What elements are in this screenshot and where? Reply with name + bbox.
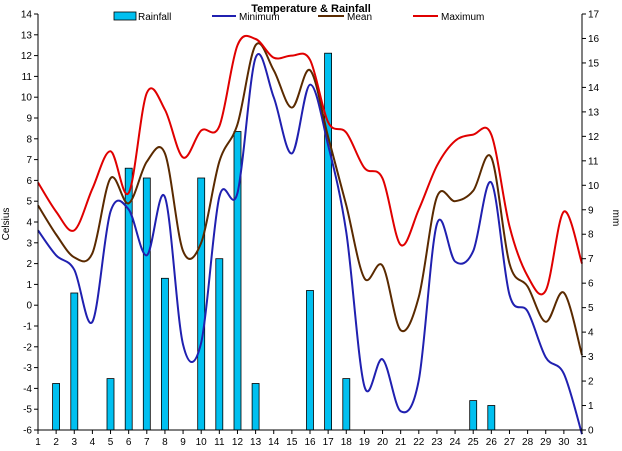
x-tick-label: 10	[196, 437, 208, 448]
series-line-minimum	[37, 53, 583, 435]
x-tick-label: 1	[35, 437, 41, 448]
axes	[34, 13, 586, 434]
y-axis-left-label: Celsius	[1, 208, 12, 241]
y-right-tick-label: 4	[588, 328, 594, 339]
rainfall-bar-day-5	[106, 378, 115, 431]
y-right-tick-label: 14	[588, 83, 600, 94]
rainfall-bar-day-18	[342, 378, 351, 431]
y-left-tick-label: -3	[23, 363, 32, 374]
x-tick-label: 28	[522, 437, 534, 448]
x-tick-label: 8	[162, 437, 168, 448]
x-tick-label: 2	[53, 437, 59, 448]
x-tick-label: 9	[180, 437, 186, 448]
legend-rainfall-label: Rainfall	[138, 12, 171, 23]
y-left-tick-label: 9	[26, 114, 32, 125]
series-line-maximum	[37, 34, 583, 296]
x-tick-label: 19	[359, 437, 371, 448]
x-tick-label: 24	[450, 437, 462, 448]
x-tick-label: 3	[71, 437, 77, 448]
x-tick-label: 21	[395, 437, 407, 448]
rainfall-bar-day-8	[160, 277, 169, 431]
legend-maximum-label: Maximum	[441, 12, 484, 23]
y-right-tick-label: 0	[588, 426, 594, 437]
y-right-tick-label: 5	[588, 303, 594, 314]
legend-minimum-label: Minimum	[239, 12, 280, 23]
tick-labels: -6-5-4-3-2-10123456789101112131401234567…	[21, 10, 600, 449]
x-tick-label: 12	[232, 437, 244, 448]
x-tick-label: 22	[413, 437, 425, 448]
x-tick-label: 20	[377, 437, 389, 448]
x-tick-label: 13	[250, 437, 262, 448]
legend-mean-label: Mean	[347, 12, 372, 23]
y-right-tick-label: 1	[588, 401, 594, 412]
y-left-tick-label: 5	[26, 197, 32, 208]
x-tick-label: 5	[108, 437, 114, 448]
y-left-tick-label: -2	[23, 342, 32, 353]
y-axis-right-label: mm	[610, 210, 621, 227]
x-tick-label: 16	[304, 437, 316, 448]
x-tick-label: 6	[126, 437, 132, 448]
y-left-tick-label: 0	[26, 301, 32, 312]
y-right-tick-label: 16	[588, 34, 600, 45]
y-left-tick-label: 4	[26, 218, 32, 229]
x-tick-label: 27	[504, 437, 516, 448]
y-left-tick-label: 3	[26, 238, 32, 249]
x-tick-label: 30	[558, 437, 570, 448]
x-tick-label: 7	[144, 437, 150, 448]
rainfall-bar-day-17	[324, 52, 333, 431]
y-left-tick-label: 2	[26, 259, 32, 270]
y-right-tick-label: 6	[588, 279, 594, 290]
y-right-tick-label: 15	[588, 58, 600, 69]
rainfall-bar-day-26	[487, 405, 496, 431]
y-left-tick-label: 6	[26, 176, 32, 187]
y-left-tick-label: 10	[21, 93, 33, 104]
y-right-tick-label: 17	[588, 10, 600, 21]
y-right-tick-label: 7	[588, 254, 594, 265]
rainfall-bar-day-7	[142, 177, 151, 431]
y-right-tick-label: 13	[588, 107, 600, 118]
rainfall-bar-day-10	[197, 177, 206, 431]
x-tick-label: 15	[286, 437, 298, 448]
x-tick-label: 11	[214, 437, 225, 448]
y-left-tick-label: 11	[22, 72, 33, 83]
x-tick-label: 31	[576, 437, 588, 448]
series-line-mean	[37, 42, 583, 356]
y-right-tick-label: 12	[588, 132, 600, 143]
x-tick-label: 25	[468, 437, 480, 448]
y-left-tick-label: 1	[26, 280, 32, 291]
x-tick-label: 23	[431, 437, 443, 448]
y-left-tick-label: 13	[21, 30, 33, 41]
x-tick-label: 29	[540, 437, 552, 448]
y-left-tick-label: -5	[23, 405, 32, 416]
y-left-tick-label: 12	[21, 51, 33, 62]
rainfall-bar-day-16	[306, 290, 314, 431]
rainfall-bar-day-13	[251, 383, 260, 431]
y-right-tick-label: 2	[588, 377, 594, 388]
y-left-tick-label: -4	[23, 384, 32, 395]
rainfall-bar-day-25	[469, 400, 478, 431]
y-left-tick-label: 14	[21, 10, 33, 21]
x-tick-label: 26	[486, 437, 498, 448]
temperature-lines	[37, 34, 583, 435]
y-left-tick-label: 7	[26, 155, 32, 166]
chart-title: Temperature & Rainfall	[251, 3, 371, 15]
x-tick-label: 17	[323, 437, 335, 448]
y-right-tick-label: 11	[588, 156, 599, 167]
rainfall-bar-day-3	[70, 292, 79, 431]
y-right-tick-label: 10	[588, 181, 600, 192]
y-left-tick-label: 8	[26, 134, 32, 145]
x-tick-label: 4	[90, 437, 96, 448]
y-left-tick-label: -1	[23, 322, 32, 333]
x-tick-label: 18	[341, 437, 353, 448]
y-right-tick-label: 3	[588, 352, 594, 363]
legend-rainfall-swatch	[113, 11, 137, 21]
y-left-tick-label: -6	[23, 426, 32, 437]
legend: Rainfall Minimum Mean Maximum	[113, 11, 484, 23]
rainfall-bar-day-11	[215, 258, 224, 431]
x-tick-label: 14	[268, 437, 280, 448]
rainfall-bar-day-2	[52, 383, 60, 431]
y-right-tick-label: 8	[588, 230, 594, 241]
y-right-tick-label: 9	[588, 205, 594, 216]
